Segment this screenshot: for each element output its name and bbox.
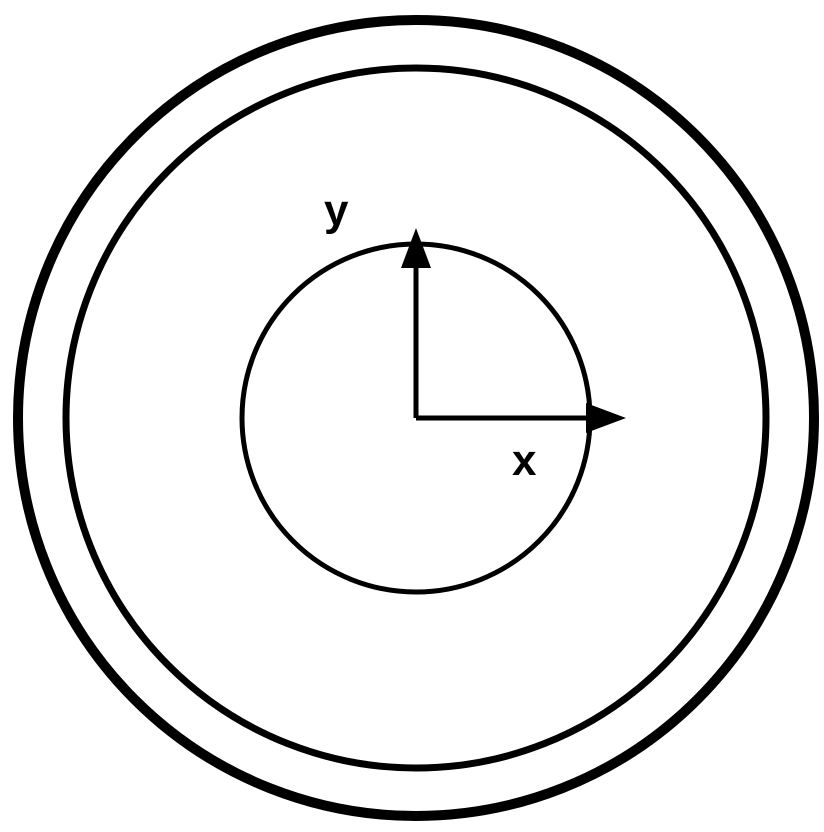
x-axis-label: x bbox=[512, 436, 536, 486]
y-axis-label: y bbox=[324, 186, 348, 236]
concentric-circles-diagram bbox=[0, 0, 824, 832]
